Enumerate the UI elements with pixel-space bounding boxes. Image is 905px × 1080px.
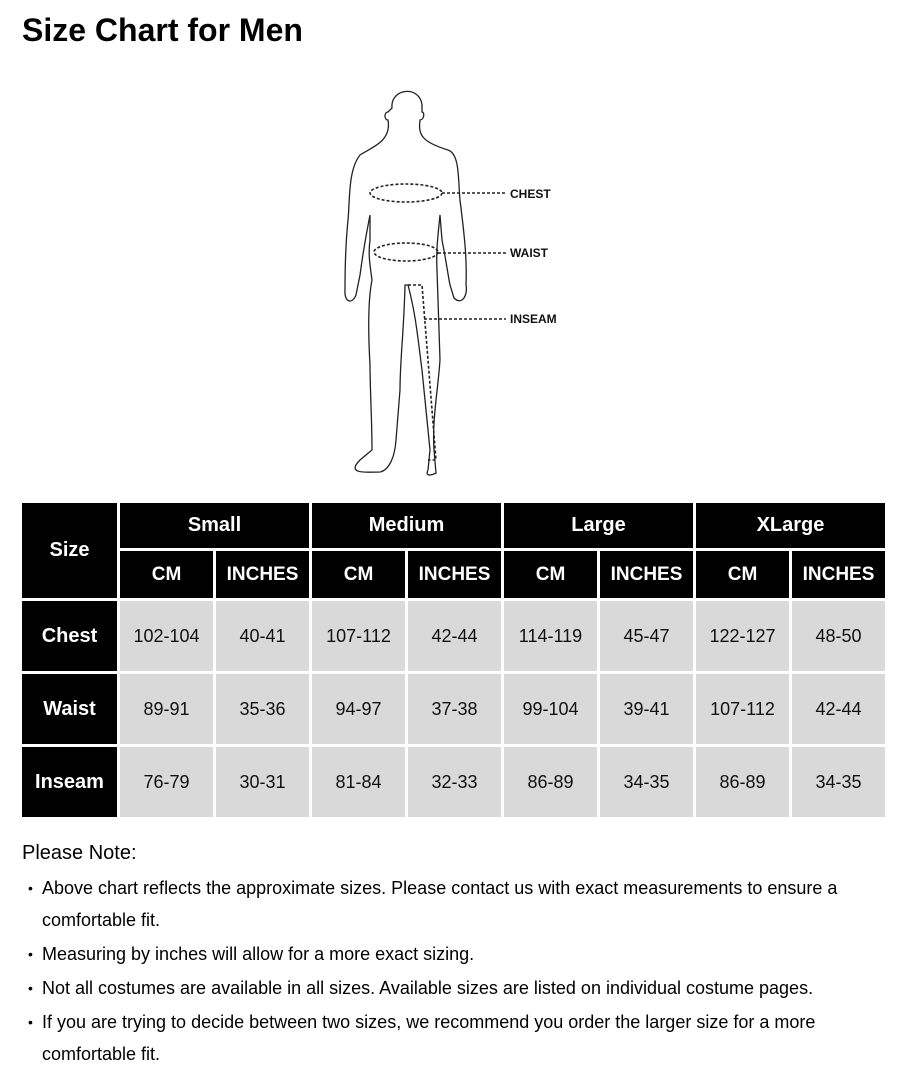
row-label: Chest — [22, 601, 117, 671]
notes-title: Please Note: — [22, 842, 137, 864]
table-row: Chest 102-104 40-41 107-112 42-44 114-119 45-4… — [22, 601, 885, 671]
table-cell: 99-104 — [504, 674, 597, 744]
table-cell: 94-97 — [312, 674, 405, 744]
table-cell: 86-89 — [504, 747, 597, 817]
unit-header: CM — [120, 551, 213, 598]
group-small: Small — [120, 503, 309, 548]
waist-label: WAIST — [510, 246, 549, 260]
table-cell: 35-36 — [216, 674, 309, 744]
table-cell: 34-35 — [600, 747, 693, 817]
table-cell: 114-119 — [504, 601, 597, 671]
table-cell: 45-47 — [600, 601, 693, 671]
note-item: Not all costumes are available in all si… — [28, 972, 905, 1004]
table-cell: 81-84 — [312, 747, 405, 817]
table-cell: 86-89 — [696, 747, 789, 817]
unit-header: CM — [312, 551, 405, 598]
size-table: Size Small Medium Large XLarge CM INCHES C… — [19, 500, 888, 820]
table-cell: 39-41 — [600, 674, 693, 744]
table-cell: 30-31 — [216, 747, 309, 817]
table-cell: 32-33 — [408, 747, 501, 817]
group-medium: Medium — [312, 503, 501, 548]
table-cell: 76-79 — [120, 747, 213, 817]
body-measurement-figure: CHEST WAIST INSEAM — [344, 90, 557, 476]
table-cell: 42-44 — [792, 674, 885, 744]
table-cell: 37-38 — [408, 674, 501, 744]
unit-header: INCHES — [600, 551, 693, 598]
table-cell: 122-127 — [696, 601, 789, 671]
group-large: Large — [504, 503, 693, 548]
unit-header: CM — [504, 551, 597, 598]
unit-header: INCHES — [216, 551, 309, 598]
table-cell: 48-50 — [792, 601, 885, 671]
chest-label: CHEST — [510, 187, 551, 201]
table-cell: 42-44 — [408, 601, 501, 671]
table-cell: 107-112 — [696, 674, 789, 744]
table-row: Inseam 76-79 30-31 81-84 32-33 86-89 34-35 86-8… — [22, 747, 885, 817]
notes-section: Please Note: Above chart reflects the ap… — [22, 836, 905, 1072]
table-cell: 89-91 — [120, 674, 213, 744]
table-row: Waist 89-91 35-36 94-97 37-38 99-104 39-41 107-… — [22, 674, 885, 744]
note-item: Measuring by inches will allow for a mor… — [28, 938, 905, 970]
unit-header: INCHES — [792, 551, 885, 598]
note-item: Above chart reflects the approximate siz… — [28, 872, 905, 936]
unit-header: INCHES — [408, 551, 501, 598]
note-item: If you are trying to decide between two … — [28, 1006, 905, 1070]
size-header: Size — [22, 503, 117, 598]
table-cell: 102-104 — [120, 601, 213, 671]
page-title: Size Chart for Men — [22, 12, 303, 48]
table-cell: 107-112 — [312, 601, 405, 671]
table-cell: 34-35 — [792, 747, 885, 817]
table-cell: 40-41 — [216, 601, 309, 671]
row-label: Waist — [22, 674, 117, 744]
unit-header: CM — [696, 551, 789, 598]
row-label: Inseam — [22, 747, 117, 817]
inseam-label: INSEAM — [510, 312, 557, 326]
group-xlarge: XLarge — [696, 503, 885, 548]
